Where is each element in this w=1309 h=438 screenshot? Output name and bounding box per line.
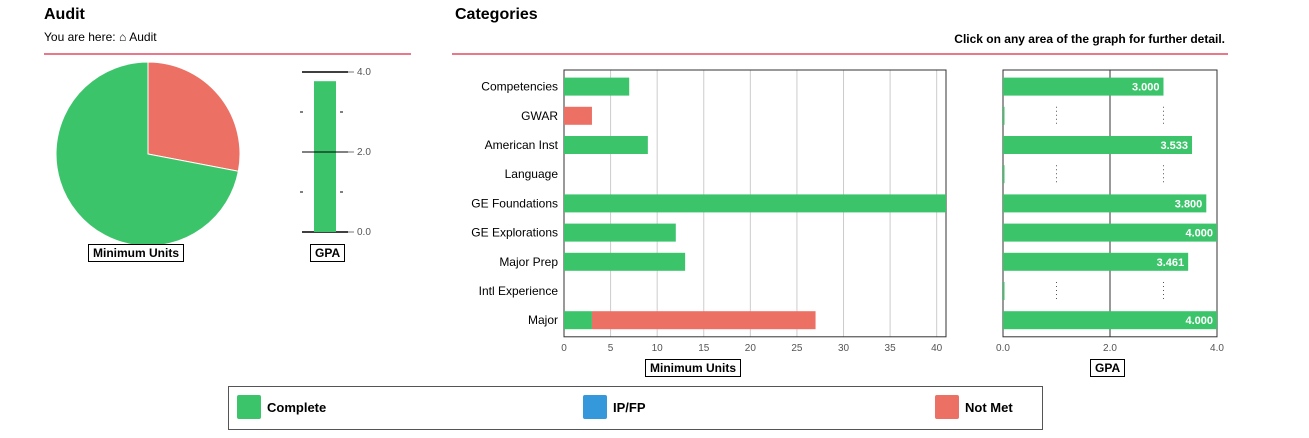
categories-title: Categories <box>455 6 538 23</box>
gpa-bar[interactable] <box>1003 77 1164 96</box>
categories-gpa-chart[interactable]: 0.0 2.0 4.0 3.000 3.533 3.800 4.000 3.461 4.000 <box>995 60 1230 360</box>
pie-slice-not-met[interactable] <box>147 61 241 172</box>
categories-divider <box>452 53 1228 55</box>
units-bar-complete[interactable] <box>564 136 648 154</box>
gpa-vertical-chart[interactable]: 0.0 2.0 4.0 <box>290 60 390 245</box>
breadcrumb: You are here: ⌂ Audit <box>44 30 157 44</box>
pie-slice-complete[interactable] <box>55 61 239 247</box>
units-bar-complete[interactable] <box>564 252 686 271</box>
gpa-bar-label: 4.000 <box>1185 228 1213 240</box>
gpa-vertical-axis-label: GPA <box>310 244 346 262</box>
category-label[interactable]: Major <box>528 313 558 327</box>
gpa-bar[interactable] <box>1003 223 1217 242</box>
category-label[interactable]: GE Foundations <box>471 196 558 210</box>
gpa-tick-label: 0.0 <box>996 343 1010 354</box>
category-label[interactable]: Intl Experience <box>479 284 559 298</box>
gpa-bar[interactable] <box>1003 252 1189 271</box>
units-bar-not-met[interactable] <box>564 106 592 125</box>
category-label[interactable]: GE Explorations <box>471 226 558 240</box>
category-label[interactable]: Major Prep <box>499 255 558 269</box>
units-tick-label: 5 <box>608 343 614 354</box>
units-tick-label: 40 <box>931 343 943 354</box>
legend: Complete IP/FP Not Met <box>228 386 1043 430</box>
gpa-bar-label: 3.533 <box>1160 140 1188 152</box>
units-bar-complete[interactable] <box>564 194 946 213</box>
gpa-vert-tick-label: 0.0 <box>357 227 371 238</box>
category-label[interactable]: Language <box>505 167 559 181</box>
units-tick-label: 25 <box>791 343 803 354</box>
breadcrumb-prefix: You are here: <box>44 30 116 44</box>
gpa-tick-label: 2.0 <box>1103 343 1117 354</box>
units-axis-label: Minimum Units <box>645 359 741 377</box>
gpa-bar[interactable] <box>1003 311 1217 330</box>
gpa-vert-tick-label: 2.0 <box>357 147 371 158</box>
gpa-bar-label: 3.800 <box>1175 198 1203 210</box>
units-tick-label: 15 <box>698 343 710 354</box>
units-bar-complete[interactable] <box>564 77 630 96</box>
gpa-bar[interactable] <box>1003 194 1207 213</box>
units-bar-complete[interactable] <box>564 311 592 330</box>
gpa-vert-tick-label: 4.0 <box>357 67 371 78</box>
breadcrumb-audit-link[interactable]: Audit <box>129 30 157 44</box>
units-tick-label: 20 <box>745 343 757 354</box>
category-label[interactable]: GWAR <box>521 109 558 123</box>
category-label[interactable]: Competencies <box>481 80 558 94</box>
gpa-bar-empty[interactable] <box>1003 165 1005 184</box>
gpa-bar[interactable] <box>1003 136 1193 154</box>
audit-divider <box>44 53 411 55</box>
category-label[interactable]: American Inst <box>485 138 559 152</box>
home-icon[interactable]: ⌂ <box>118 30 127 44</box>
gpa-bar-label: 4.000 <box>1185 315 1213 327</box>
gpa-vert-bar[interactable] <box>314 81 336 232</box>
pie-axis-label: Minimum Units <box>88 244 184 262</box>
audit-title: Audit <box>44 6 85 23</box>
units-bar-not-met[interactable] <box>591 311 816 330</box>
units-pie-chart[interactable] <box>50 58 246 250</box>
units-bar-complete[interactable] <box>564 223 676 242</box>
gpa-bar-label: 3.461 <box>1157 257 1185 269</box>
legend-swatch-complete <box>237 395 261 419</box>
units-tick-label: 35 <box>885 343 897 354</box>
units-tick-label: 30 <box>838 343 850 354</box>
units-tick-label: 0 <box>561 343 567 354</box>
gpa-bar-label: 3.000 <box>1132 82 1160 94</box>
gpa-bar-empty[interactable] <box>1003 106 1005 125</box>
gpa-tick-label: 4.0 <box>1210 343 1224 354</box>
graph-instructions: Click on any area of the graph for furth… <box>954 32 1225 46</box>
legend-swatch-not-met <box>935 395 959 419</box>
legend-label-ipfp: IP/FP <box>613 400 646 415</box>
gpa-bar-empty[interactable] <box>1003 282 1005 300</box>
gpa-axis-label: GPA <box>1090 359 1126 377</box>
categories-units-chart[interactable]: 0 5 10 15 20 25 30 35 40 Competencies GWAR American… <box>430 60 950 360</box>
units-tick-label: 10 <box>652 343 664 354</box>
legend-swatch-ipfp <box>583 395 607 419</box>
legend-label-not-met: Not Met <box>965 400 1013 415</box>
legend-label-complete: Complete <box>267 400 327 415</box>
